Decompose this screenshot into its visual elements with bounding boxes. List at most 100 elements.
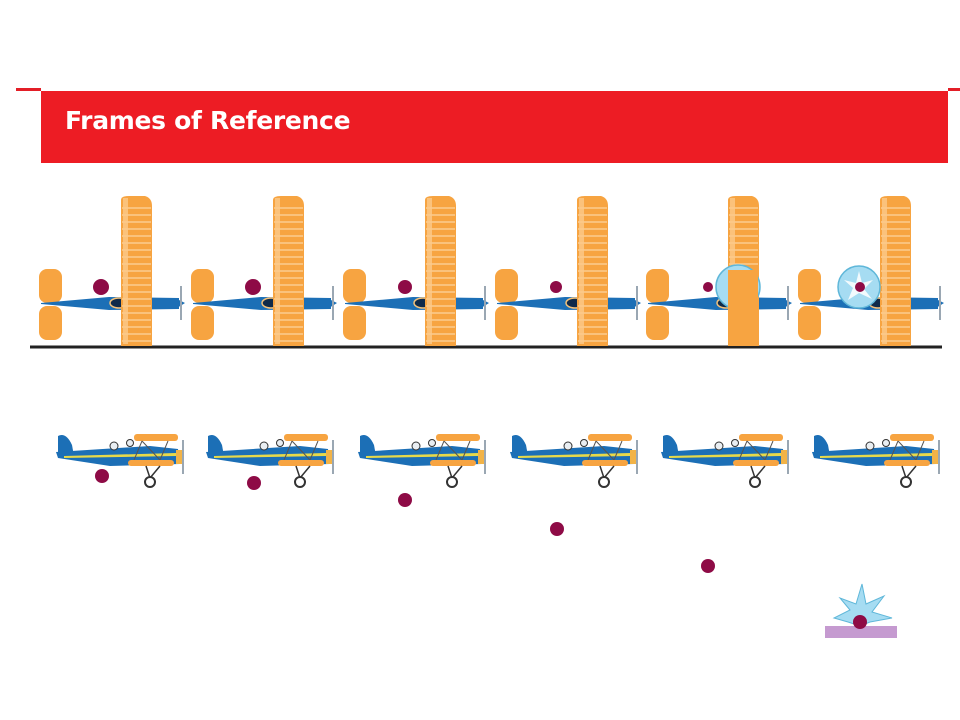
biplane-top-view-1 [39,196,185,346]
landing-pad [825,626,897,638]
wheel [598,476,610,488]
upper-wing [588,434,632,441]
fuselage-stripe [64,453,176,458]
biplane-top-view-3 [343,196,489,346]
lower-wing [278,460,324,466]
tail-lower [39,306,62,340]
gear-leg [603,465,615,479]
package-dot-top-4 [550,281,562,293]
pilot-head [259,441,269,451]
tail-upper [646,269,669,303]
fuselage-stripe [518,453,630,458]
nose-cowling [781,450,787,464]
banner-rule-left [16,88,41,91]
gear-leg [599,465,605,479]
gear-leg [447,465,453,479]
biplane-side-view-2 [206,434,334,488]
fuselage-stripe [366,453,478,458]
nose [911,299,944,308]
upper-wing [134,434,178,441]
tail-lower [191,306,214,340]
strut [291,440,311,461]
wing-highlight [579,198,584,344]
strut [889,440,899,461]
biplane-side-view-3 [358,434,486,488]
upper-wing [890,434,934,441]
tail-fin [814,435,830,456]
lower-wing [128,460,174,466]
gear-leg [299,465,311,479]
gear-leg [905,465,917,479]
pilot-head [109,441,119,451]
gear-leg [451,465,463,479]
pilot-head [428,439,436,447]
pilot-head [882,439,890,447]
tail-lower [495,306,518,340]
strut [746,440,766,461]
biplane-side-view-6 [812,434,940,488]
tail-fin [663,435,679,456]
package-dot-top-1 [93,279,109,295]
gear-leg [750,465,756,479]
gear-leg [901,465,907,479]
lower-wing [582,460,628,466]
strut [309,440,319,461]
biplane-side-view-5 [661,434,789,488]
pilot-head [580,439,588,447]
strut [141,440,161,461]
wing-highlight [275,198,280,344]
gear-leg [145,465,151,479]
strut [613,440,623,461]
package-dot-bottom-4 [550,522,564,536]
tail-upper [798,269,821,303]
package-dot-bottom-6 [853,615,867,629]
wheel [446,476,458,488]
biplane-side-view-4 [510,434,638,488]
tail-upper [495,269,518,303]
tail-fin [360,435,376,456]
lower-wing [430,460,476,466]
nose-cowling [630,450,636,464]
tail-lower [798,306,821,340]
nose-cowling [932,450,938,464]
strut [897,440,917,461]
nose [608,299,641,308]
biplane-top-view-4 [495,196,641,346]
wheel [144,476,156,488]
tail-upper [343,269,366,303]
banner-rule-right [948,88,960,91]
package-dot-bottom-1 [95,469,109,483]
strut [461,440,471,461]
package-dot-top-3 [398,280,412,294]
lower-wing [884,460,930,466]
strut [443,440,463,461]
wheel [294,476,306,488]
strut [738,440,748,461]
nose-cowling [478,450,484,464]
wing-overlay-5 [728,270,758,346]
wheel [900,476,912,488]
gear-leg [295,465,301,479]
biplane-top-view-2 [191,196,337,346]
pilot-head [411,441,421,451]
nose-cowling [326,450,332,464]
fuselage-stripe [669,453,781,458]
tail-fin [512,435,528,456]
wing-highlight [882,198,887,344]
gear-leg [149,465,161,479]
gear-leg [754,465,766,479]
fuselage-stripe [820,453,932,458]
strut [435,440,445,461]
strut [587,440,597,461]
pilot-head [731,439,739,447]
wing-highlight [427,198,432,344]
strut [915,440,925,461]
strut [159,440,169,461]
tail-upper [39,269,62,303]
wheel [749,476,761,488]
strut [283,440,293,461]
upper-wing [284,434,328,441]
package-dot-top-2 [245,279,261,295]
biplane-top-view-5 [646,196,792,346]
pilot-head [714,441,724,451]
